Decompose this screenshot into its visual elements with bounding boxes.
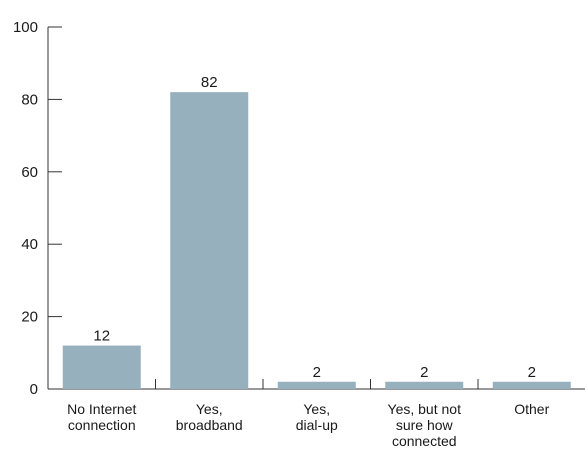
- category-label-line: Yes,: [303, 401, 330, 417]
- category-label: Yes, dial-up: [296, 401, 338, 433]
- y-tick-label: 20: [21, 309, 38, 326]
- y-tick-label: 40: [21, 236, 38, 253]
- data-labels: 12 82 2 2 2: [93, 74, 536, 381]
- category-label-line: dial-up: [296, 417, 338, 433]
- category-label: Other: [514, 401, 549, 417]
- bar: [170, 92, 249, 389]
- category-label-line: connected: [392, 433, 457, 449]
- y-tick-label: 100: [13, 19, 38, 36]
- category-label-line: Yes,: [196, 401, 223, 417]
- data-label: 2: [420, 364, 428, 381]
- bar: [492, 381, 571, 389]
- bar: [385, 381, 464, 389]
- bar: [62, 345, 141, 389]
- category-label: Yes, broadband: [176, 401, 243, 433]
- data-label: 2: [313, 364, 321, 381]
- category-label-line: No Internet: [67, 401, 136, 417]
- y-tick-label: 60: [21, 164, 38, 181]
- category-label-line: broadband: [176, 417, 243, 433]
- category-label: No Internet connection: [67, 401, 136, 433]
- category-label-line: connection: [68, 417, 136, 433]
- data-label: 12: [93, 328, 110, 345]
- y-axis: 0 20 40 60 80 100: [13, 19, 62, 398]
- data-label: 82: [201, 74, 218, 91]
- category-label-line: sure how: [396, 417, 454, 433]
- y-tick-label: 80: [21, 91, 38, 108]
- bar: [277, 381, 356, 389]
- category-label: Yes, but not sure how connected: [388, 401, 462, 449]
- bars: [62, 92, 571, 389]
- y-tick-label: 0: [30, 381, 38, 398]
- data-label: 2: [528, 364, 536, 381]
- category-label-line: Yes, but not: [388, 401, 462, 417]
- category-label-line: Other: [514, 401, 549, 417]
